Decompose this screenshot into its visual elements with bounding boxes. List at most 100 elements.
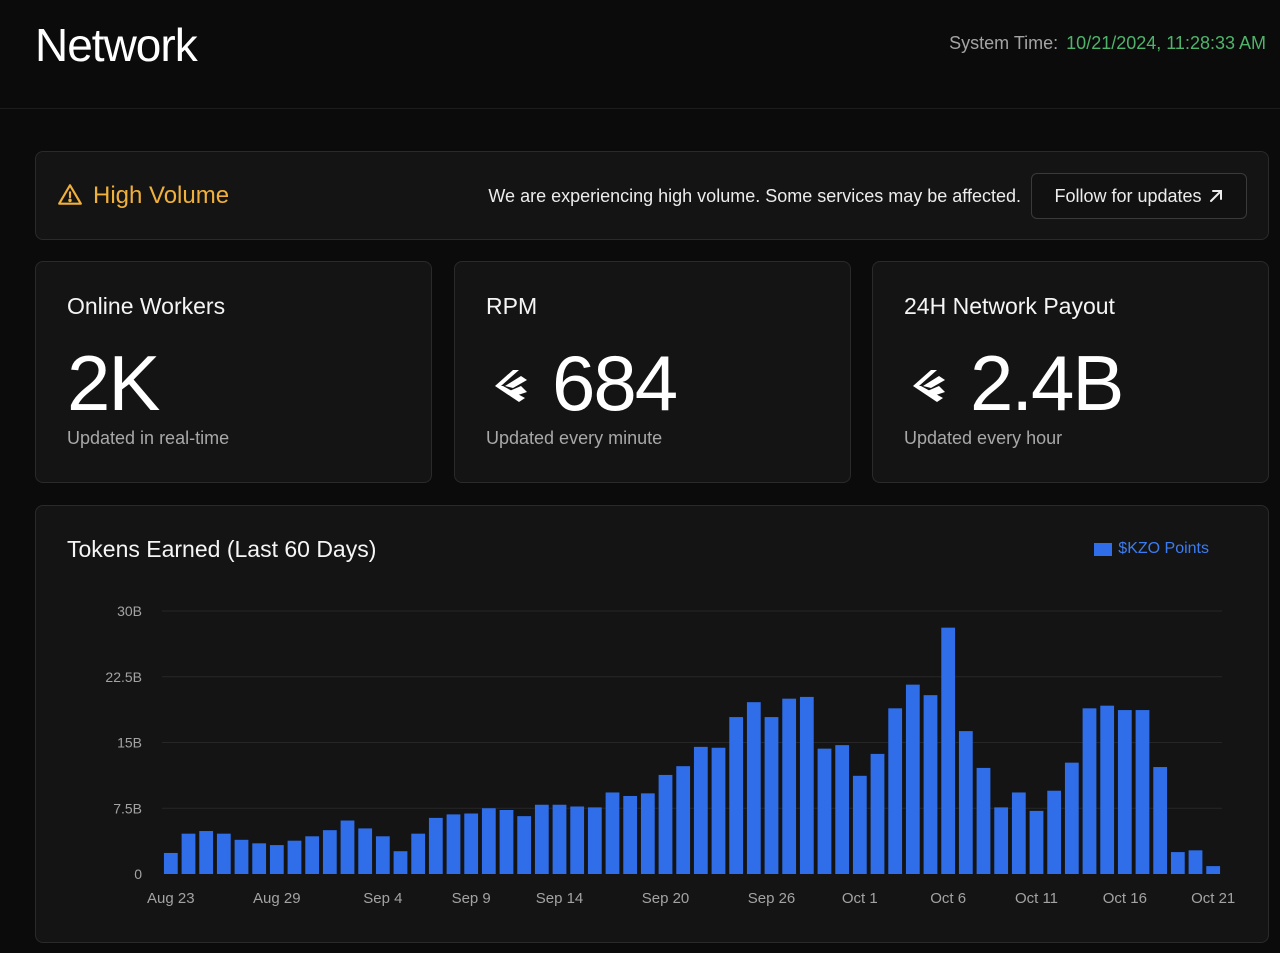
bar[interactable]: [358, 828, 373, 874]
bar[interactable]: [287, 840, 302, 874]
system-time-value: 10/21/2024, 11:28:33 AM: [1066, 33, 1266, 53]
x-tick-label: Sep 4: [363, 890, 402, 907]
bar[interactable]: [799, 696, 814, 874]
bar[interactable]: [517, 816, 532, 874]
bar[interactable]: [888, 708, 903, 874]
x-tick-label: Sep 14: [536, 890, 584, 907]
bar[interactable]: [552, 804, 567, 874]
bar[interactable]: [234, 839, 249, 874]
bar[interactable]: [1047, 790, 1062, 874]
stat-label: Online Workers: [67, 293, 226, 319]
bar[interactable]: [1188, 850, 1203, 874]
bar[interactable]: [464, 813, 479, 874]
x-tick-label: Aug 29: [253, 890, 301, 907]
stat-value: 2.4B: [970, 339, 1124, 427]
bar[interactable]: [216, 833, 231, 874]
legend-swatch: [1094, 542, 1113, 556]
stat-value: 2K: [67, 339, 160, 427]
chart-legend: $KZO Points: [1094, 540, 1209, 558]
stat-subtitle: Updated every hour: [904, 428, 1063, 448]
bar[interactable]: [623, 795, 638, 874]
bar[interactable]: [1011, 792, 1026, 874]
bar[interactable]: [1153, 767, 1168, 874]
x-tick-label: Sep 20: [642, 890, 690, 907]
legend-label: $KZO Points: [1118, 540, 1209, 557]
bar[interactable]: [570, 806, 585, 875]
stat-label: RPM: [486, 293, 538, 319]
bar[interactable]: [1206, 866, 1221, 874]
bar[interactable]: [976, 767, 991, 874]
bar[interactable]: [817, 748, 832, 874]
bar[interactable]: [746, 702, 761, 874]
bar[interactable]: [305, 836, 320, 874]
bar[interactable]: [481, 808, 496, 874]
bar[interactable]: [852, 775, 867, 874]
x-tick-label: Oct 16: [1103, 890, 1147, 907]
y-tick-label: 15B: [117, 735, 142, 751]
follow-button-label: Follow for updates: [1054, 185, 1202, 206]
bar[interactable]: [1135, 710, 1150, 874]
bar[interactable]: [181, 833, 196, 874]
y-tick-label: 7.5B: [113, 800, 142, 816]
x-tick-label: Sep 26: [748, 890, 796, 907]
stat-label: 24H Network Payout: [904, 293, 1115, 319]
stat-card-network-payout: 24H Network Payout 2.4B Updated every ho…: [872, 261, 1269, 483]
bar[interactable]: [870, 753, 885, 874]
stat-subtitle: Updated every minute: [486, 428, 663, 448]
y-tick-label: 22.5B: [105, 669, 142, 685]
follow-for-updates-button[interactable]: Follow for updates: [1031, 173, 1247, 219]
y-tick-label: 30B: [117, 603, 142, 619]
bar[interactable]: [163, 852, 178, 874]
bar[interactable]: [393, 851, 408, 874]
bar[interactable]: [446, 814, 461, 874]
bar[interactable]: [1029, 810, 1044, 874]
system-time-label: System Time:: [949, 33, 1059, 53]
bar[interactable]: [1082, 708, 1097, 874]
bar[interactable]: [1170, 852, 1185, 874]
y-tick-label: 0: [134, 866, 142, 882]
x-tick-label: Aug 23: [147, 890, 195, 907]
bar[interactable]: [658, 774, 673, 874]
tokens-earned-chart-card: 0 7.5B 15B 22.5B 30B Aug 23 Aug 29 Sep 4 Sep 9 Se…: [35, 505, 1269, 943]
bar[interactable]: [676, 766, 691, 874]
bar[interactable]: [764, 717, 779, 874]
stat-card-rpm: RPM 684 Updated every minute: [454, 261, 851, 483]
bar[interactable]: [782, 698, 797, 874]
x-tick-label: Oct 21: [1191, 890, 1235, 907]
bar[interactable]: [322, 830, 337, 874]
bar[interactable]: [835, 745, 850, 874]
bar[interactable]: [1064, 762, 1079, 874]
stat-subtitle: Updated in real-time: [67, 428, 230, 448]
bar[interactable]: [340, 820, 355, 874]
bar[interactable]: [199, 831, 214, 874]
bar[interactable]: [375, 836, 390, 874]
banner-message: We are experiencing high volume. Some se…: [488, 186, 1021, 206]
x-tick-label: Sep 9: [452, 890, 491, 907]
bar[interactable]: [411, 833, 426, 874]
bar[interactable]: [605, 792, 620, 874]
bar[interactable]: [711, 747, 726, 874]
bar[interactable]: [905, 684, 920, 874]
bar[interactable]: [941, 627, 956, 874]
bar[interactable]: [499, 810, 514, 874]
x-tick-label: Oct 1: [842, 890, 878, 907]
system-time: System Time: 10/21/2024, 11:28:33 AM: [949, 33, 1266, 54]
bar[interactable]: [534, 804, 549, 874]
bar[interactable]: [1100, 705, 1115, 874]
bar[interactable]: [428, 817, 443, 874]
bar[interactable]: [729, 717, 744, 874]
bar[interactable]: [1117, 710, 1132, 874]
bar[interactable]: [252, 843, 267, 874]
high-volume-banner: High Volume We are experiencing high vol…: [35, 151, 1269, 240]
page-title: Network: [35, 19, 198, 71]
kzo-logo-icon: [495, 370, 527, 402]
bar[interactable]: [269, 845, 284, 874]
bar[interactable]: [958, 731, 973, 874]
bar[interactable]: [994, 807, 1009, 874]
bar[interactable]: [640, 793, 655, 874]
bar[interactable]: [587, 807, 602, 874]
x-tick-label: Oct 6: [930, 890, 966, 907]
banner-title: High Volume: [93, 182, 230, 209]
bar[interactable]: [923, 695, 938, 874]
bar[interactable]: [693, 746, 708, 874]
